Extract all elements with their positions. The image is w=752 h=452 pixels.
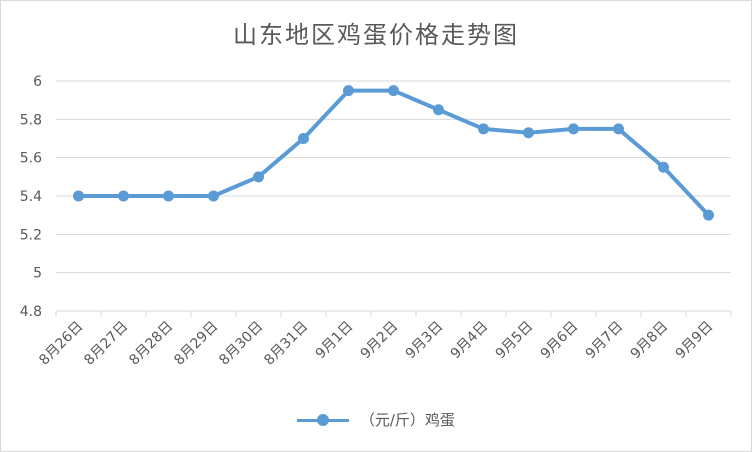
x-tick-label: 9月8日	[628, 319, 672, 363]
data-point	[208, 190, 219, 202]
x-tick-label: 8月30日	[216, 319, 266, 369]
y-tick-label: 5.8	[20, 112, 42, 128]
data-point	[478, 123, 489, 135]
data-point	[298, 133, 309, 144]
x-tick-label: 9月1日	[313, 319, 357, 363]
x-tick-label: 9月7日	[583, 319, 627, 363]
data-point	[703, 209, 714, 221]
x-tick-label: 8月27日	[81, 319, 131, 369]
y-tick-label: 4.8	[20, 304, 42, 320]
x-tick-label: 9月2日	[358, 319, 402, 363]
data-point	[658, 161, 669, 173]
data-point	[118, 190, 129, 202]
data-point	[73, 190, 84, 202]
x-tick-label: 8月29日	[171, 319, 221, 369]
x-tick-label: 9月9日	[673, 319, 717, 363]
x-tick-label: 9月6日	[538, 319, 582, 363]
y-tick-label: 5.6	[20, 151, 42, 167]
y-tick-label: 5.2	[20, 227, 42, 243]
data-point	[568, 123, 579, 135]
data-point	[388, 85, 399, 97]
x-tick-label: 9月3日	[403, 319, 447, 363]
x-tick-label: 9月4日	[448, 319, 492, 363]
legend: （元/斤）鸡蛋	[1, 409, 751, 430]
y-tick-label: 5.4	[20, 189, 42, 205]
y-tick-label: 6	[33, 74, 42, 90]
data-point	[613, 123, 624, 135]
x-tick-label: 8月28日	[126, 319, 176, 369]
x-tick-label: 9月5日	[493, 319, 537, 363]
x-tick-label: 8月31日	[261, 319, 311, 369]
data-point	[253, 171, 264, 183]
data-point	[343, 85, 354, 97]
data-point	[523, 127, 534, 139]
y-tick-label: 5	[33, 266, 42, 282]
chart-title: 山东地区鸡蛋价格走势图	[233, 21, 519, 49]
legend-label: （元/斤）鸡蛋	[359, 411, 455, 429]
data-point	[433, 104, 444, 116]
data-point	[163, 190, 174, 202]
legend-swatch-icon	[297, 413, 350, 427]
x-tick-label: 8月26日	[36, 319, 86, 369]
